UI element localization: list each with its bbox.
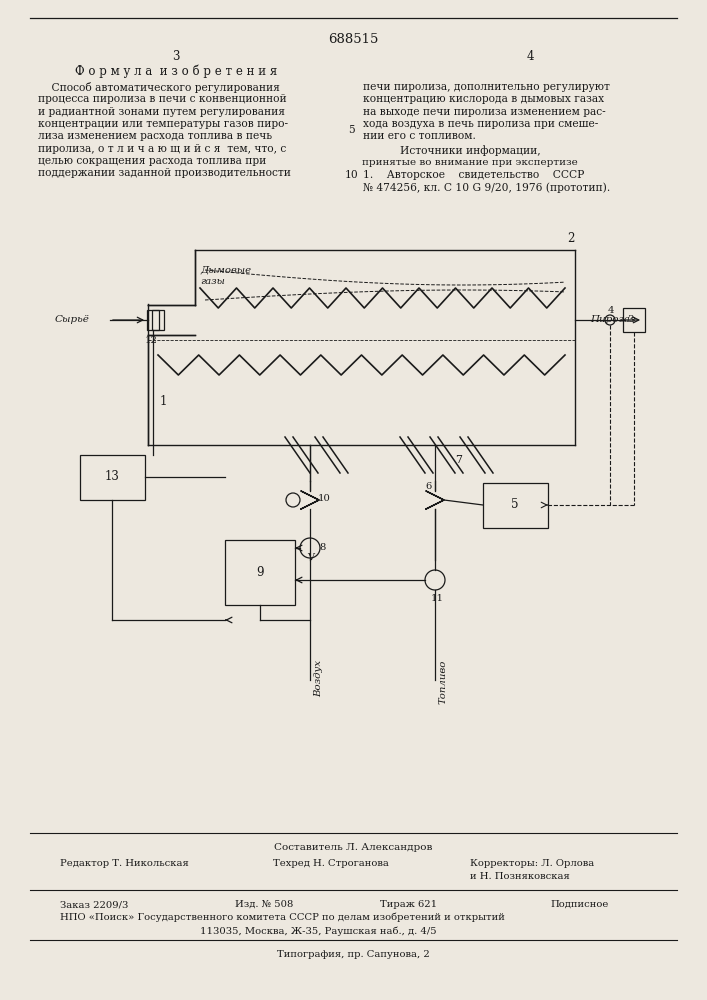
Text: 11: 11 [431, 594, 444, 603]
Text: 688515: 688515 [328, 33, 378, 46]
Text: 9: 9 [256, 566, 264, 578]
Text: Воздух: Воздух [314, 660, 323, 697]
Text: на выходе печи пиролиза изменением рас-: на выходе печи пиролиза изменением рас- [363, 107, 606, 117]
Text: 4: 4 [608, 306, 614, 315]
Text: процесса пиролиза в печи с конвенционной: процесса пиролиза в печи с конвенционной [38, 94, 286, 104]
Text: Источники информации,: Источники информации, [399, 145, 540, 156]
Text: лиза изменением расхода топлива в печь: лиза изменением расхода топлива в печь [38, 131, 272, 141]
Text: хода воздуха в печь пиролиза при смеше-: хода воздуха в печь пиролиза при смеше- [363, 119, 598, 129]
Text: концентрации или температуры газов пиро-: концентрации или температуры газов пиро- [38, 119, 288, 129]
Text: Ф о р м у л а  и з о б р е т е н и я: Ф о р м у л а и з о б р е т е н и я [75, 65, 277, 79]
Text: Типография, пр. Сапунова, 2: Типография, пр. Сапунова, 2 [276, 950, 429, 959]
Text: пиролиза, о т л и ч а ю щ и й с я  тем, что, с: пиролиза, о т л и ч а ю щ и й с я тем, ч… [38, 143, 286, 153]
Text: поддержании заданной производительности: поддержании заданной производительности [38, 168, 291, 178]
Text: принятые во внимание при экспертизе: принятые во внимание при экспертизе [362, 158, 578, 167]
Text: Заказ 2209/3: Заказ 2209/3 [60, 900, 129, 909]
Text: № 474256, кл. С 10 G 9/20, 1976 (прототип).: № 474256, кл. С 10 G 9/20, 1976 (прототи… [363, 182, 610, 193]
Text: концентрацию кислорода в дымовых газах: концентрацию кислорода в дымовых газах [363, 94, 604, 104]
Bar [483, 483, 548, 528]
Text: Изд. № 508: Изд. № 508 [235, 900, 293, 909]
Text: газы: газы [200, 277, 225, 286]
Text: Топливо: Топливо [439, 660, 448, 704]
Text: Пирогаз: Пирогаз [590, 315, 636, 324]
Text: НПО «Поиск» Государственного комитета СССР по делам изобретений и открытий: НПО «Поиск» Государственного комитета СС… [60, 913, 505, 922]
Bar [80, 455, 145, 500]
Text: и Н. Позняковская: и Н. Позняковская [470, 872, 570, 881]
Text: V: V [307, 553, 314, 562]
Text: 113035, Москва, Ж-35, Раушская наб., д. 4/5: 113035, Москва, Ж-35, Раушская наб., д. … [200, 926, 437, 936]
Text: 10: 10 [345, 170, 358, 180]
Text: 5: 5 [348, 125, 355, 135]
Text: 5: 5 [511, 498, 519, 512]
Text: 3: 3 [627, 316, 633, 324]
Text: Способ автоматического регулирования: Способ автоматического регулирования [38, 82, 280, 93]
Text: Тираж 621: Тираж 621 [380, 900, 437, 909]
Text: Сырьё: Сырьё [55, 315, 90, 324]
Text: 10: 10 [318, 494, 331, 503]
Text: 4: 4 [526, 50, 534, 63]
Text: 1: 1 [160, 395, 168, 408]
Text: Составитель Л. Александров: Составитель Л. Александров [274, 843, 432, 852]
Text: 1.    Авторское    свидетельство    СССР: 1. Авторское свидетельство СССР [363, 170, 585, 180]
Text: 2: 2 [567, 232, 574, 245]
Text: 13: 13 [105, 471, 119, 484]
Text: 6: 6 [425, 482, 431, 491]
Bar [147, 310, 159, 330]
Bar [152, 310, 164, 330]
Text: целью сокращения расхода топлива при: целью сокращения расхода топлива при [38, 156, 267, 166]
Bar [225, 540, 295, 605]
Text: и радиантной зонами путем регулирования: и радиантной зонами путем регулирования [38, 107, 285, 117]
Text: Корректоры: Л. Орлова: Корректоры: Л. Орлова [470, 859, 595, 868]
Text: Редактор Т. Никольская: Редактор Т. Никольская [60, 859, 189, 868]
Text: Подписное: Подписное [550, 900, 609, 909]
Text: 12: 12 [145, 336, 158, 345]
Text: 8: 8 [319, 543, 325, 552]
Text: Техред Н. Строганова: Техред Н. Строганова [273, 859, 389, 868]
Text: 3: 3 [173, 50, 180, 63]
Bar [623, 308, 645, 332]
Text: нии его с топливом.: нии его с топливом. [363, 131, 476, 141]
Text: Дымовые: Дымовые [200, 265, 251, 274]
Text: печи пиролиза, дополнительно регулируют: печи пиролиза, дополнительно регулируют [363, 82, 610, 92]
Text: 7: 7 [455, 455, 462, 465]
